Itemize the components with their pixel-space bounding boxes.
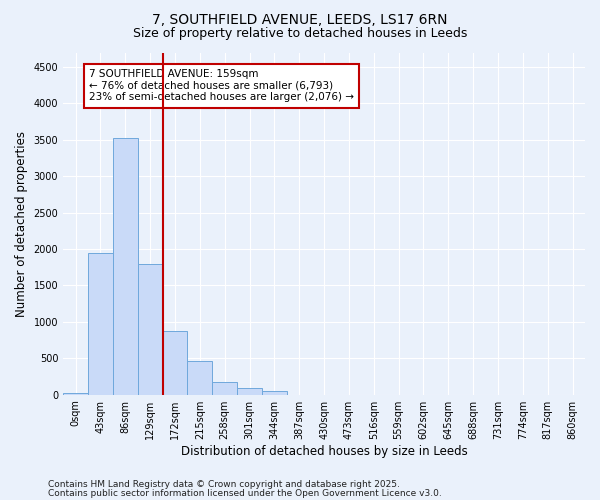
Bar	[113, 138, 138, 394]
Bar	[262, 390, 287, 394]
Text: Contains public sector information licensed under the Open Government Licence v3: Contains public sector information licen…	[48, 488, 442, 498]
Text: 7 SOUTHFIELD AVENUE: 159sqm
← 76% of detached houses are smaller (6,793)
23% of : 7 SOUTHFIELD AVENUE: 159sqm ← 76% of det…	[89, 69, 354, 102]
X-axis label: Distribution of detached houses by size in Leeds: Distribution of detached houses by size …	[181, 444, 467, 458]
Bar	[88, 254, 113, 394]
Text: 7, SOUTHFIELD AVENUE, LEEDS, LS17 6RN: 7, SOUTHFIELD AVENUE, LEEDS, LS17 6RN	[152, 12, 448, 26]
Bar	[212, 382, 237, 394]
Text: Contains HM Land Registry data © Crown copyright and database right 2025.: Contains HM Land Registry data © Crown c…	[48, 480, 400, 489]
Bar	[138, 264, 163, 394]
Y-axis label: Number of detached properties: Number of detached properties	[15, 130, 28, 316]
Bar	[163, 332, 187, 394]
Bar	[187, 361, 212, 394]
Bar	[237, 388, 262, 394]
Text: Size of property relative to detached houses in Leeds: Size of property relative to detached ho…	[133, 28, 467, 40]
